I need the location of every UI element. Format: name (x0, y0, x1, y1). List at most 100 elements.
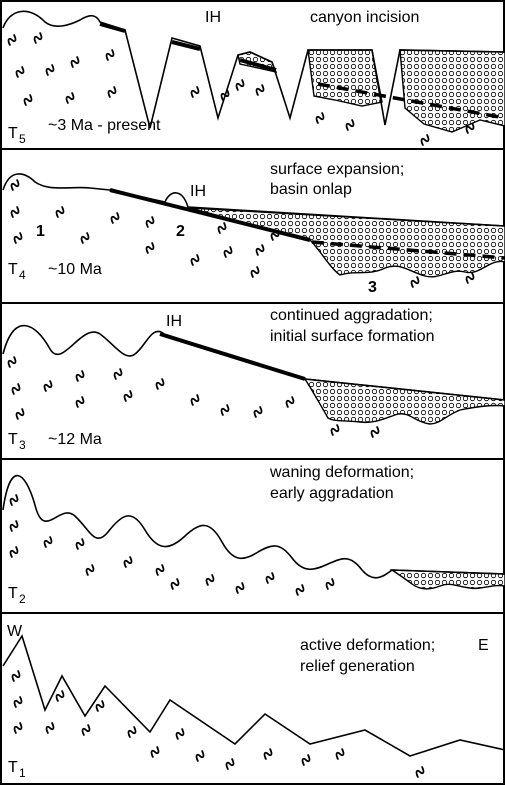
stage-subscript: 4 (19, 268, 26, 282)
basin-fill (389, 569, 505, 590)
unit-number: 3 (368, 279, 377, 296)
unit-number: 1 (36, 223, 45, 240)
age: ~12 Ma (48, 431, 102, 448)
stage-subscript: 3 (19, 438, 26, 452)
bedrock-symbol (9, 494, 19, 506)
bedrock-symbol (175, 728, 185, 740)
bedrock-symbol (145, 242, 155, 254)
bedrock-symbol (255, 84, 265, 96)
topography (2, 10, 505, 129)
bedrock-symbol (123, 390, 133, 402)
topography (2, 474, 505, 579)
bedrock-symbol (415, 766, 425, 778)
caption: initial surface formation (270, 328, 435, 345)
panel-t2: waning deformation; early aggradation T … (2, 464, 505, 606)
bedrock-symbol (127, 726, 137, 738)
bedrock-symbol (11, 383, 21, 395)
bedrock-symbol (9, 546, 19, 558)
bedrock-symbol (110, 212, 120, 224)
bedrock-symbol (75, 538, 85, 550)
bedrock-symbol (190, 86, 200, 98)
bedrock-symbol (45, 64, 55, 76)
topography (2, 173, 505, 227)
bedrock-symbol (420, 134, 430, 146)
stage-label: T (8, 431, 18, 448)
bedrock-symbol (55, 690, 65, 702)
bedrock-symbol (10, 206, 20, 218)
bedrock-symbol (265, 572, 275, 584)
unit-number: 2 (176, 223, 185, 240)
bedrock-symbol (225, 758, 235, 770)
caption: waning deformation; (269, 464, 414, 481)
caption: surface expansion; (270, 161, 404, 178)
bedrock-symbol (113, 368, 123, 380)
bedrock-symbol (150, 746, 160, 758)
bedrock-symbol (301, 754, 311, 766)
bedrock-symbol (190, 394, 200, 406)
caption: early aggradation (270, 485, 394, 502)
stage-label: T (8, 125, 18, 142)
caption: continued aggradation; (270, 307, 433, 324)
bedrock-symbol (330, 424, 340, 436)
bedrock-symbol (345, 119, 355, 131)
bedrock-symbol (65, 92, 75, 104)
bedrock-symbol (81, 724, 91, 736)
stage-subscript: 5 (19, 132, 26, 146)
bedrock-symbol (75, 396, 85, 408)
bedrock-symbol (11, 670, 21, 682)
bedrock-symbol (235, 79, 245, 91)
bedrock-symbol (80, 232, 90, 244)
bedrock-symbol (170, 578, 180, 590)
bedrock-symbol (70, 56, 80, 68)
panel-t4: surface expansion; basin onlap IH 1 2 3 … (2, 161, 505, 296)
topography (2, 634, 505, 757)
marker: IH (166, 313, 182, 330)
bedrock-symbol (33, 32, 43, 44)
bedrock-symbol (43, 380, 53, 392)
bedrock-symbol (295, 584, 305, 596)
bedrock-symbol (223, 246, 233, 258)
dashed-horizon (311, 240, 505, 260)
bedrock-symbol (335, 748, 345, 760)
bedrock-symbol (7, 356, 17, 368)
bedrock-symbol (43, 536, 53, 548)
bedrock-symbol (325, 578, 335, 590)
bedrock-symbol (190, 254, 200, 266)
east-label: E (478, 637, 489, 654)
erosion-surface (159, 332, 306, 381)
bedrock-symbol (9, 520, 19, 532)
erosion-surface (109, 188, 311, 242)
caption: active deformation; (300, 637, 435, 654)
bedrock-symbol (107, 86, 117, 98)
stage-label: T (8, 759, 18, 776)
bedrock-symbol (205, 574, 215, 586)
basin-fill (303, 378, 505, 425)
dashed-horizon (317, 82, 505, 120)
bedrock-symbol (250, 266, 260, 278)
marker: IH (190, 183, 206, 200)
bedrock-symbol (7, 34, 17, 46)
bedrock-symbol (75, 370, 85, 382)
bedrock-symbol (263, 748, 273, 760)
bedrock-symbol (145, 216, 155, 228)
basin-fill (307, 49, 383, 107)
bedrock-symbol (13, 232, 23, 244)
bedrock-symbol (217, 222, 227, 234)
topography (2, 324, 505, 401)
stage-label: T (8, 585, 18, 602)
bedrock-symbol (85, 564, 95, 576)
bedrock-symbol (195, 750, 205, 762)
bedrock-symbol (253, 406, 263, 418)
panel-t5: canyon incision IH T 5 ~3 Ma - present (2, 9, 505, 146)
caption: canyon incision (310, 9, 419, 26)
bedrock-symbol (15, 408, 25, 420)
bedrock-symbol (370, 426, 380, 438)
stage-subscript: 1 (19, 766, 26, 780)
bedrock-symbol (235, 582, 245, 594)
basin-fill (399, 49, 505, 133)
bedrock-symbol (95, 700, 105, 712)
west-label: W (7, 623, 23, 640)
marker: IH (205, 9, 221, 26)
erosion-surface (99, 22, 277, 72)
